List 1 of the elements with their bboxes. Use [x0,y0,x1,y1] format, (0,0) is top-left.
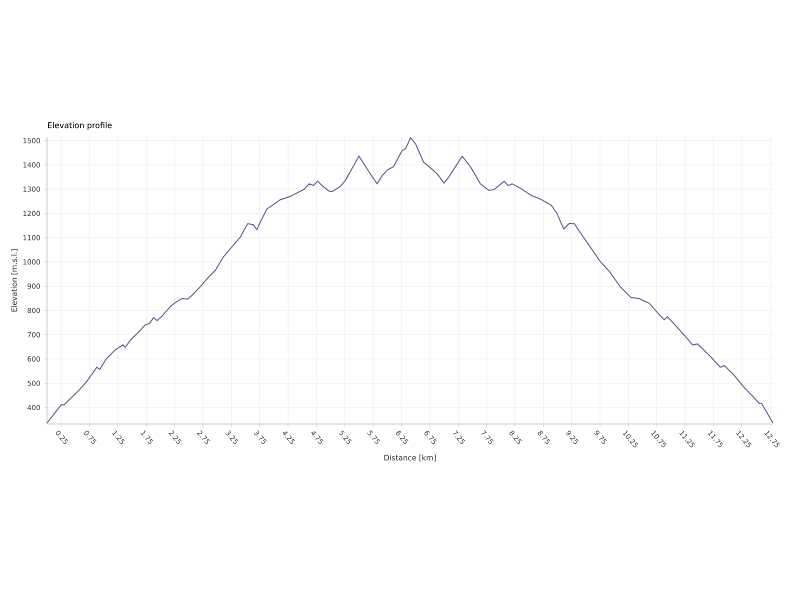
chart-title: Elevation profile [48,122,112,130]
